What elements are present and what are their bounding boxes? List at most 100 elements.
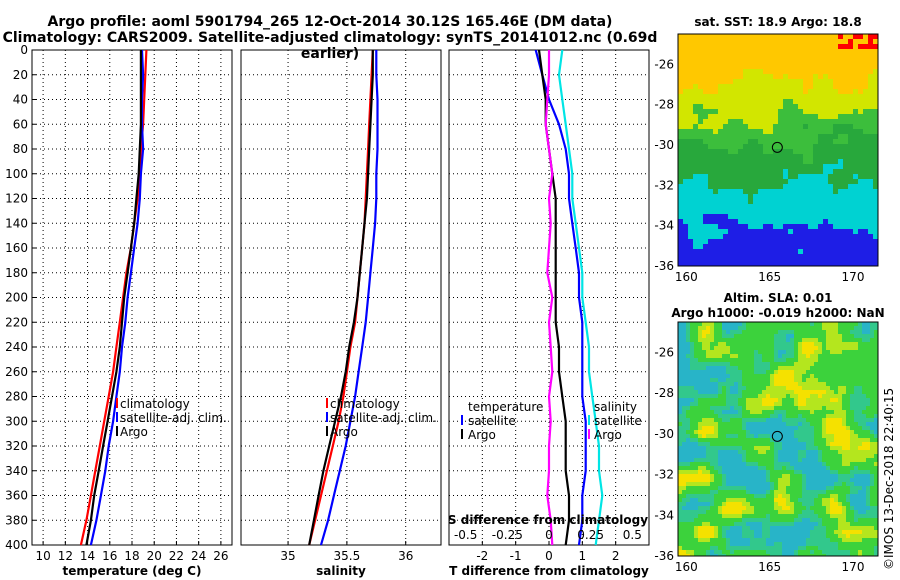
sst_map-cell [773, 74, 778, 79]
sst_map-cell [678, 184, 683, 189]
sla_map-cell [694, 394, 698, 398]
sla_map-cell [722, 550, 726, 554]
sst_map-cell [828, 194, 833, 199]
sla_map-cell [746, 502, 750, 506]
sla_map-cell [830, 406, 834, 410]
sst_map-cell [793, 139, 798, 144]
sla_map-cell [842, 554, 846, 556]
sst_map-cell [703, 154, 708, 159]
sla_map-cell [726, 550, 730, 554]
sla_map-cell [826, 482, 830, 486]
sla_map-cell [746, 518, 750, 522]
sla_map-cell [830, 530, 834, 534]
sst_map-cell [868, 224, 873, 229]
sst_map-cell [848, 159, 853, 164]
sst_map-cell [838, 69, 843, 74]
sst_map-cell [773, 234, 778, 239]
sst_map-cell [858, 54, 863, 59]
sla_map-cell [710, 542, 714, 546]
sla_map-cell [710, 550, 714, 554]
sla_map-cell [782, 362, 786, 366]
sla_map-cell [850, 418, 854, 422]
sla_map-cell [790, 510, 794, 514]
sst_map-cell [798, 179, 803, 184]
sst_map-cell [753, 94, 758, 99]
sst_map-cell [858, 184, 863, 189]
sla_map-cell [742, 322, 746, 326]
sst_map-cell [763, 49, 768, 54]
sla_map-cell [818, 482, 822, 486]
sla_map-cell [814, 490, 818, 494]
sst_map-cell [828, 199, 833, 204]
sst_map-cell [728, 129, 733, 134]
sla_map-cell [826, 514, 830, 518]
sla_map-cell [834, 426, 838, 430]
sst_map-cell [723, 69, 728, 74]
sla_map-cell [718, 426, 722, 430]
sst_map-cell [708, 49, 713, 54]
sst_map-cell [738, 259, 743, 264]
sla_map-argo-marker [771, 430, 783, 442]
sst_map-cell [678, 69, 683, 74]
sla_map-cell [842, 402, 846, 406]
sst_map-cell [753, 184, 758, 189]
sla_map-cell [782, 538, 786, 542]
sla_map-cell [850, 550, 854, 554]
sla_map-cell [758, 486, 762, 490]
sla_map-cell [782, 326, 786, 330]
sla_map-cell [718, 550, 722, 554]
sst_map-cell [838, 114, 843, 119]
sla_map-cell [782, 494, 786, 498]
sla_map-cell [746, 530, 750, 534]
sla_map-cell [714, 350, 718, 354]
sla_map-cell [866, 390, 870, 394]
sla_map-cell [818, 398, 822, 402]
sst_map-cell [753, 194, 758, 199]
sla_map-cell [806, 354, 810, 358]
sla_map-cell [770, 326, 774, 330]
sla_map-cell [690, 502, 694, 506]
sla_map-cell [822, 354, 826, 358]
sla_map-cell [778, 522, 782, 526]
sla_map-cell [678, 514, 682, 518]
sst_map-cell [788, 184, 793, 189]
sst_map-cell [778, 124, 783, 129]
sla_map-cell [702, 458, 706, 462]
sla_map-cell [706, 426, 710, 430]
sla_map-cell [830, 486, 834, 490]
sst_map-cell [828, 94, 833, 99]
sla_map-cell [678, 458, 682, 462]
sla_map-cell [774, 442, 778, 446]
sla_map-cell [846, 486, 850, 490]
sst_map-cell [823, 69, 828, 74]
sla_map-cell [774, 490, 778, 494]
sst_map-cell [828, 44, 833, 49]
sla_map-cell [774, 454, 778, 458]
sla_map-cell [682, 322, 686, 326]
sla_map-cell [762, 534, 766, 538]
sla_map-cell [706, 430, 710, 434]
sla_map-cell [742, 374, 746, 378]
sla_map-cell [798, 402, 802, 406]
sla_map-cell [870, 534, 874, 538]
sla_map-cell [758, 474, 762, 478]
sla_map-cell [818, 526, 822, 530]
sla_map-cell [826, 494, 830, 498]
sla_map-cell [706, 494, 710, 498]
sst_map-cell [743, 159, 748, 164]
sla_map-cell [770, 510, 774, 514]
sst_map-cell [793, 119, 798, 124]
sla_map-cell [818, 330, 822, 334]
sla_map-cell [722, 486, 726, 490]
sst_map-cell [813, 79, 818, 84]
sla_map-cell [822, 382, 826, 386]
sla_map-cell [786, 458, 790, 462]
sla_map-cell [790, 430, 794, 434]
sst_map-cell [818, 54, 823, 59]
sla_map-cell [862, 330, 866, 334]
sst_map-cell [783, 74, 788, 79]
sla_map-cell [806, 450, 810, 454]
sla_map-cell [742, 482, 746, 486]
sst_map-cell [808, 94, 813, 99]
sla_map-cell [874, 378, 878, 382]
